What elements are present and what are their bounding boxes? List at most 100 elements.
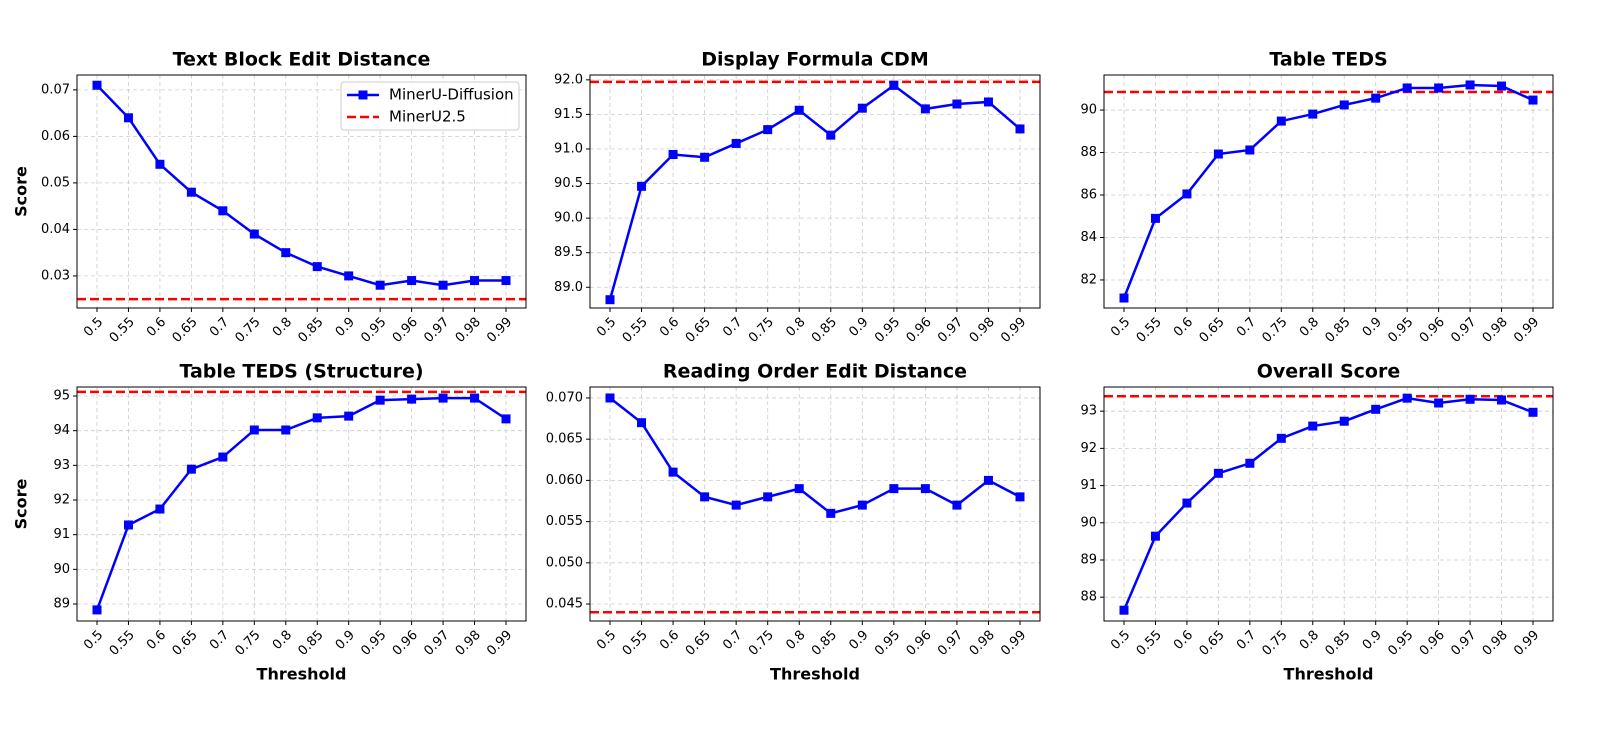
series-line [95, 396, 507, 611]
marker [281, 248, 291, 258]
x-tick-label: 0.85 [1322, 628, 1353, 659]
marker [1402, 83, 1412, 93]
marker [1339, 416, 1349, 426]
x-tick-label: 0.6 [657, 315, 682, 340]
x-tick-label: 0.95 [872, 315, 903, 346]
legend-marker [358, 90, 368, 100]
marker [983, 475, 993, 485]
y-tick-label: 86 [1080, 188, 1097, 203]
x-tick-label: 0.5 [81, 628, 106, 653]
x-tick-label: 0.9 [333, 628, 358, 653]
x-tick-label: 0.97 [421, 315, 452, 346]
marker [1015, 492, 1025, 502]
marker [218, 452, 228, 462]
subplot: 0.03 0.04 0.05 0.06 0.07 0.5 0.55 0.6 0.65 0.7 0.7… [12, 49, 527, 346]
marker [186, 464, 196, 474]
x-tick-label: 0.85 [295, 315, 326, 346]
x-tick-label: 0.75 [233, 628, 264, 659]
x-tick-label: 0.6 [1171, 315, 1196, 340]
marker [1434, 83, 1444, 93]
x-tick-label: 0.7 [207, 315, 232, 340]
x-tick-label: 0.85 [295, 628, 326, 659]
x-tick-label: 0.65 [683, 315, 714, 346]
x-tick-label: 0.98 [1480, 315, 1511, 346]
x-tick-label: 0.55 [1134, 628, 1165, 659]
y-tick-label: 90 [1080, 515, 1097, 530]
x-tick-label: 0.96 [904, 628, 935, 659]
x-tick-label: 0.9 [333, 315, 358, 340]
x-tick-label: 0.97 [421, 628, 452, 659]
marker [1245, 145, 1255, 155]
marker [952, 500, 962, 510]
marker [1213, 468, 1223, 478]
marker [312, 413, 322, 423]
x-tick-label: 0.97 [1448, 315, 1479, 346]
x-tick-label: 0.5 [594, 628, 619, 653]
x-tick-label: 0.5 [1108, 628, 1133, 653]
marker [700, 492, 710, 502]
x-tick-label: 0.9 [1360, 315, 1385, 340]
marker [605, 393, 615, 403]
marker [700, 152, 710, 162]
y-tick-label: 91.0 [554, 141, 583, 156]
x-tick-label: 0.65 [170, 315, 201, 346]
x-tick-label: 0.7 [720, 315, 745, 340]
x-tick-label: 0.75 [1260, 628, 1291, 659]
x-tick-label: 0.97 [935, 315, 966, 346]
marker [155, 159, 165, 169]
marker [501, 276, 511, 286]
marker [889, 484, 899, 494]
axes-frame [1103, 74, 1554, 309]
marker [637, 418, 647, 428]
series-line [96, 84, 506, 287]
x-axis-label: Threshold [770, 665, 860, 684]
y-tick-label: 84 [1080, 230, 1097, 245]
y-tick-label: 90 [53, 562, 70, 577]
x-tick-label: 0.85 [809, 628, 840, 659]
marker [794, 105, 804, 115]
subplot-title: Reading Order Edit Distance [663, 361, 967, 383]
marker [92, 80, 102, 90]
y-tick-label: 92 [53, 493, 70, 508]
marker [1528, 407, 1538, 417]
subplot-title: Table TEDS (Structure) [179, 361, 423, 383]
y-tick-label: 91 [53, 527, 70, 542]
x-tick-label: 0.98 [967, 315, 998, 346]
x-tick-label: 0.65 [170, 628, 201, 659]
x-tick-label: 0.7 [720, 628, 745, 653]
x-tick-label: 0.95 [358, 628, 389, 659]
x-tick-label: 0.98 [1480, 628, 1511, 659]
y-tick-label: 90 [1080, 103, 1097, 118]
y-tick-label: 0.065 [546, 432, 583, 447]
y-tick-label: 90.5 [554, 176, 583, 191]
marker [123, 520, 133, 530]
marker [668, 150, 678, 160]
marker [438, 280, 448, 290]
marker [1150, 213, 1160, 223]
y-tick-label: 93 [1080, 404, 1097, 419]
marker [731, 500, 741, 510]
y-tick-label: 0.05 [41, 175, 70, 190]
y-tick-label: 89.5 [554, 245, 583, 260]
subplot-title: Overall Score [1257, 361, 1401, 383]
marker [438, 393, 448, 403]
marker [1119, 293, 1129, 303]
series-line [1122, 396, 1534, 611]
subplot: 88 89 90 91 92 93 0.5 0.55 0.6 0.65 0.7 0.75 0.8 0.85… [1080, 361, 1554, 684]
x-axis-label: Threshold [257, 665, 347, 684]
axes-frame [1103, 386, 1554, 622]
marker [186, 187, 196, 197]
x-tick-label: 0.8 [783, 315, 808, 340]
x-tick-label: 0.9 [846, 315, 871, 340]
marker [123, 113, 133, 123]
x-tick-label: 0.8 [270, 628, 295, 653]
x-tick-label: 0.65 [683, 628, 714, 659]
x-tick-label: 0.75 [746, 628, 777, 659]
y-tick-label: 92.0 [554, 72, 583, 87]
x-tick-label: 0.65 [1197, 315, 1228, 346]
marker [920, 104, 930, 114]
x-tick-label: 0.85 [809, 315, 840, 346]
marker [1308, 109, 1318, 119]
y-tick-label: 89 [1080, 552, 1097, 567]
